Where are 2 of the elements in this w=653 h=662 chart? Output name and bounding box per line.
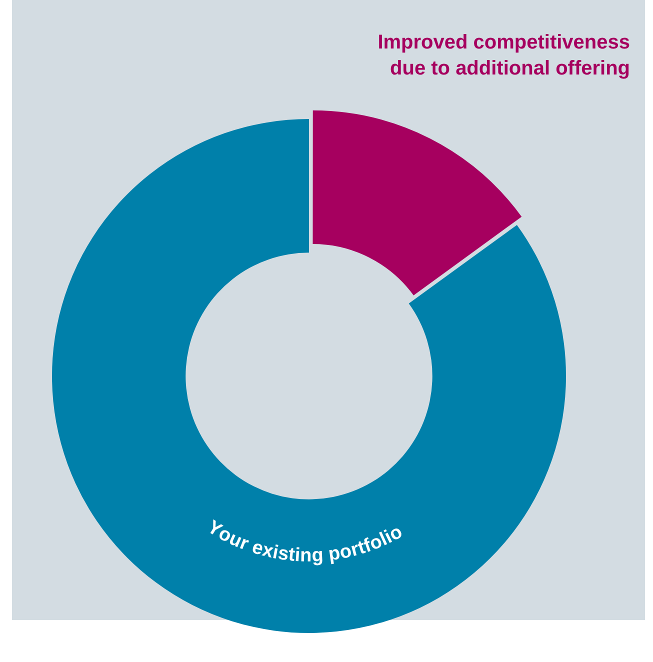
slice-label: Improved competitiveness due to additional offering xyxy=(378,32,630,80)
category-label: Your existing portfolio xyxy=(204,516,406,566)
